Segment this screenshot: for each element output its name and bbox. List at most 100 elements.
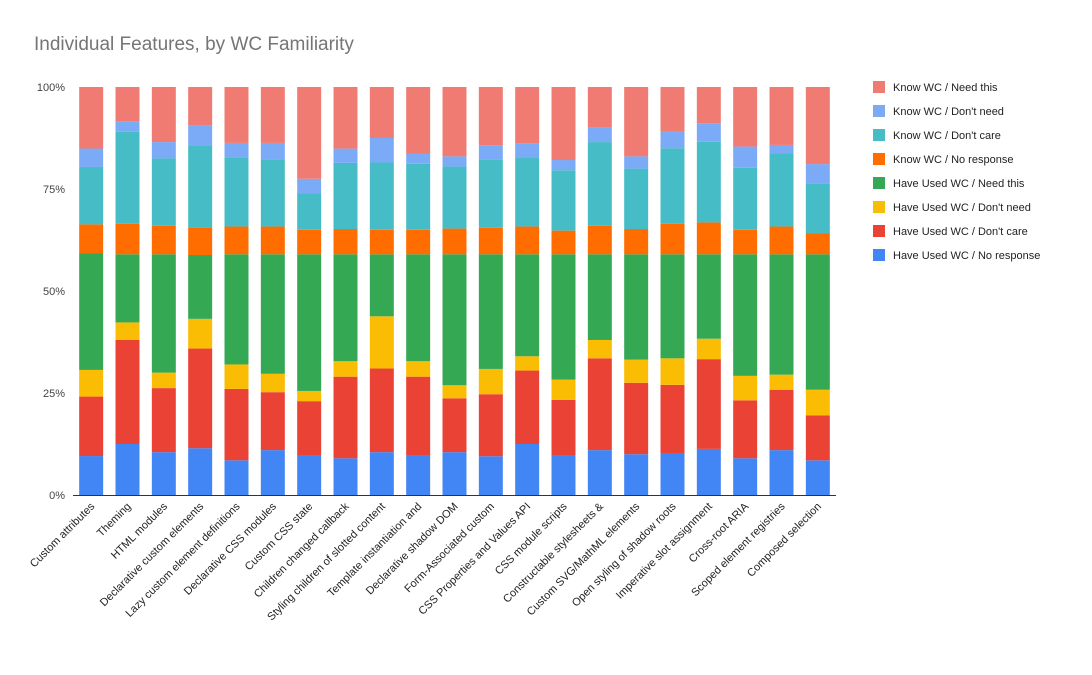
bar-styling-children-of-slotted-content-have-used-wc-don-t-care bbox=[369, 368, 394, 453]
legend-item-have-used-wc-no-response: Have Used WC / No response bbox=[873, 249, 1040, 262]
bar-html-modules-have-used-wc-don-t-need bbox=[151, 372, 176, 389]
bar-open-styling-of-shadow-roots-have-used-wc-don-t-need bbox=[660, 358, 685, 385]
y-tick-label: 25% bbox=[43, 388, 65, 400]
x-tick-label-custom-attributes: Custom attributes bbox=[28, 500, 98, 570]
y-tick-label: 75% bbox=[43, 184, 65, 196]
bar-custom-css-state-have-used-wc-need-this bbox=[297, 254, 322, 391]
bar-composed-selection-know-wc-need-this bbox=[805, 87, 830, 165]
bar-custom-attributes-have-used-wc-don-t-care bbox=[79, 396, 104, 457]
bar-open-styling-of-shadow-roots-have-used-wc-no-response bbox=[660, 452, 685, 495]
bar-custom-svg-mathml-elements-have-used-wc-don-t-care bbox=[624, 382, 649, 455]
bar-css-module-scripts-have-used-wc-don-t-need bbox=[551, 379, 576, 400]
legend-swatch bbox=[873, 201, 885, 213]
bar-css-module-scripts-know-wc-don-t-care bbox=[551, 170, 576, 231]
bar-cross-root-aria-know-wc-need-this bbox=[733, 87, 758, 147]
bar-lazy-custom-element-definitions-have-used-wc-don-t-care bbox=[224, 388, 249, 461]
bar-custom-attributes-know-wc-need-this bbox=[79, 87, 104, 149]
bar-composed-selection-have-used-wc-don-t-need bbox=[805, 389, 830, 416]
bar-declarative-custom-elements-know-wc-no-response bbox=[188, 227, 213, 255]
chart-title: Individual Features, by WC Familiarity bbox=[34, 34, 354, 55]
bar-css-properties-and-values-api-know-wc-don-t-need bbox=[515, 143, 540, 158]
bar-cross-root-aria-have-used-wc-no-response bbox=[733, 458, 758, 495]
bar-custom-svg-mathml-elements-know-wc-no-response bbox=[624, 228, 649, 255]
legend-label: Know WC / No response bbox=[893, 154, 1013, 166]
bar-template-instantiation-and-know-wc-no-response bbox=[406, 229, 431, 255]
legend-swatch bbox=[873, 105, 885, 117]
bar-scoped-element-registries-know-wc-no-response bbox=[769, 226, 794, 255]
x-tick-label-custom-css-state: Custom CSS state bbox=[243, 501, 315, 573]
legend-item-have-used-wc-don-t-care: Have Used WC / Don't care bbox=[873, 225, 1028, 238]
bar-html-modules-have-used-wc-need-this bbox=[151, 254, 176, 373]
bar-constructable-stylesheets-know-wc-need-this bbox=[587, 87, 612, 128]
bar-lazy-custom-element-definitions-know-wc-don-t-need bbox=[224, 142, 249, 158]
legend: Know WC / Need this Know WC / Don't need K… bbox=[873, 81, 1040, 262]
bar-custom-svg-mathml-elements-have-used-wc-no-response bbox=[624, 454, 649, 495]
bar-cross-root-aria-know-wc-no-response bbox=[733, 229, 758, 255]
bar-open-styling-of-shadow-roots-know-wc-don-t-need bbox=[660, 131, 685, 149]
bar-custom-css-state-know-wc-don-t-care bbox=[297, 193, 322, 230]
bar-styling-children-of-slotted-content-know-wc-no-response bbox=[369, 229, 394, 255]
bar-open-styling-of-shadow-roots-have-used-wc-need-this bbox=[660, 254, 685, 359]
bar-lazy-custom-element-definitions-have-used-wc-no-response bbox=[224, 460, 249, 495]
bar-scoped-element-registries-have-used-wc-don-t-need bbox=[769, 374, 794, 390]
bar-imperative-slot-assignment-know-wc-need-this bbox=[696, 87, 721, 124]
y-tick-label: 100% bbox=[37, 82, 65, 94]
bar-composed-selection-have-used-wc-no-response bbox=[805, 460, 830, 495]
bar-children-changed-callback-have-used-wc-don-t-care bbox=[333, 376, 358, 459]
bar-css-properties-and-values-api-have-used-wc-no-response bbox=[515, 444, 540, 495]
bar-imperative-slot-assignment-know-wc-don-t-need bbox=[696, 123, 721, 142]
bar-theming-have-used-wc-don-t-need bbox=[115, 322, 140, 340]
bar-children-changed-callback-know-wc-don-t-care bbox=[333, 162, 358, 229]
bar-custom-css-state-have-used-wc-don-t-need bbox=[297, 390, 322, 402]
bar-custom-attributes-know-wc-no-response bbox=[79, 224, 104, 254]
legend-label: Have Used WC / No response bbox=[893, 250, 1040, 262]
bar-cross-root-aria-know-wc-don-t-care bbox=[733, 167, 758, 230]
legend-label: Have Used WC / Don't need bbox=[893, 202, 1031, 214]
bar-cross-root-aria-have-used-wc-don-t-need bbox=[733, 375, 758, 401]
bar-form-associated-custom-have-used-wc-don-t-need bbox=[478, 368, 503, 395]
bar-declarative-css-modules-have-used-wc-need-this bbox=[260, 254, 285, 374]
legend-item-know-wc-don-t-need: Know WC / Don't need bbox=[873, 105, 1004, 118]
bar-constructable-stylesheets-have-used-wc-no-response bbox=[587, 450, 612, 495]
bar-declarative-shadow-dom-know-wc-no-response bbox=[442, 228, 467, 255]
bar-lazy-custom-element-definitions-have-used-wc-need-this bbox=[224, 254, 249, 365]
bar-template-instantiation-and-have-used-wc-no-response bbox=[406, 455, 431, 495]
bar-children-changed-callback-know-wc-no-response bbox=[333, 228, 358, 255]
bar-styling-children-of-slotted-content-have-used-wc-need-this bbox=[369, 254, 394, 317]
legend-swatch bbox=[873, 225, 885, 237]
bar-theming-know-wc-no-response bbox=[115, 223, 140, 255]
bar-scoped-element-registries-know-wc-don-t-need bbox=[769, 144, 794, 154]
bar-html-modules-have-used-wc-don-t-care bbox=[151, 388, 176, 453]
bar-children-changed-callback-know-wc-need-this bbox=[333, 87, 358, 149]
bar-open-styling-of-shadow-roots-know-wc-need-this bbox=[660, 87, 685, 132]
bar-declarative-shadow-dom-have-used-wc-no-response bbox=[442, 452, 467, 495]
bar-imperative-slot-assignment-have-used-wc-don-t-care bbox=[696, 359, 721, 449]
bar-children-changed-callback-have-used-wc-need-this bbox=[333, 254, 358, 362]
bar-css-module-scripts-know-wc-no-response bbox=[551, 230, 576, 255]
bar-custom-css-state-know-wc-don-t-need bbox=[297, 178, 322, 194]
bar-declarative-shadow-dom-have-used-wc-need-this bbox=[442, 254, 467, 386]
y-tick-label: 0% bbox=[49, 490, 65, 502]
bar-css-module-scripts-know-wc-don-t-need bbox=[551, 160, 576, 171]
bar-css-properties-and-values-api-have-used-wc-don-t-care bbox=[515, 370, 540, 444]
legend-swatch bbox=[873, 177, 885, 189]
y-tick-label: 50% bbox=[43, 286, 65, 298]
bar-constructable-stylesheets-have-used-wc-need-this bbox=[587, 254, 612, 340]
legend-swatch bbox=[873, 249, 885, 261]
bar-custom-attributes-know-wc-don-t-need bbox=[79, 148, 104, 167]
bar-cross-root-aria-have-used-wc-need-this bbox=[733, 254, 758, 376]
bar-custom-attributes-have-used-wc-need-this bbox=[79, 253, 104, 370]
bar-cross-root-aria-know-wc-don-t-need bbox=[733, 146, 758, 168]
bar-css-properties-and-values-api-have-used-wc-don-t-need bbox=[515, 356, 540, 371]
bar-custom-svg-mathml-elements-have-used-wc-need-this bbox=[624, 254, 649, 360]
legend-label: Know WC / Don't care bbox=[893, 130, 1001, 142]
bar-theming-have-used-wc-need-this bbox=[115, 254, 140, 323]
legend-item-have-used-wc-need-this: Have Used WC / Need this bbox=[873, 177, 1025, 190]
bar-lazy-custom-element-definitions-have-used-wc-don-t-need bbox=[224, 364, 249, 389]
bar-css-properties-and-values-api-know-wc-need-this bbox=[515, 87, 540, 144]
bar-html-modules-have-used-wc-no-response bbox=[151, 452, 176, 495]
bar-form-associated-custom-have-used-wc-no-response bbox=[478, 456, 503, 495]
legend-swatch bbox=[873, 153, 885, 165]
bar-declarative-css-modules-know-wc-no-response bbox=[260, 226, 285, 255]
